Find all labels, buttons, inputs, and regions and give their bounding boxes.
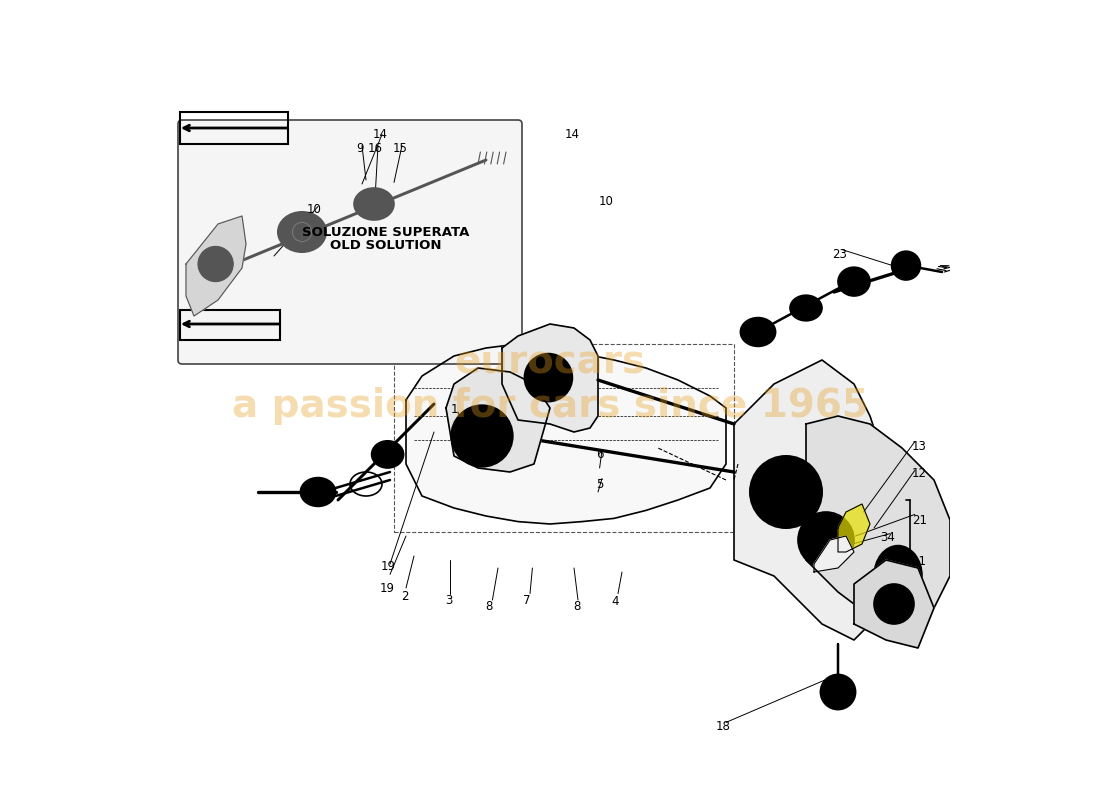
Text: 2: 2 bbox=[400, 590, 408, 602]
FancyBboxPatch shape bbox=[178, 120, 522, 364]
Ellipse shape bbox=[198, 246, 233, 282]
Text: 4: 4 bbox=[612, 595, 619, 608]
Ellipse shape bbox=[790, 295, 822, 321]
Ellipse shape bbox=[452, 406, 513, 466]
Ellipse shape bbox=[468, 422, 496, 450]
Ellipse shape bbox=[740, 318, 776, 346]
Polygon shape bbox=[186, 216, 246, 316]
Text: 6: 6 bbox=[596, 448, 603, 461]
Ellipse shape bbox=[372, 441, 404, 468]
Text: 19: 19 bbox=[381, 560, 396, 573]
Text: SOLUZIONE SUPERATA: SOLUZIONE SUPERATA bbox=[302, 226, 470, 238]
Polygon shape bbox=[502, 324, 598, 432]
Text: 5: 5 bbox=[596, 478, 603, 490]
Text: 16: 16 bbox=[368, 142, 383, 154]
Ellipse shape bbox=[821, 674, 856, 710]
Polygon shape bbox=[854, 560, 934, 648]
Text: eurocars
a passion for cars since 1965: eurocars a passion for cars since 1965 bbox=[232, 343, 868, 425]
Ellipse shape bbox=[310, 484, 326, 500]
Text: 19: 19 bbox=[379, 582, 394, 594]
Ellipse shape bbox=[798, 512, 854, 568]
Polygon shape bbox=[838, 504, 870, 552]
Ellipse shape bbox=[874, 546, 922, 606]
Text: 12: 12 bbox=[912, 467, 927, 480]
Text: 8: 8 bbox=[485, 600, 493, 613]
Text: 14: 14 bbox=[373, 128, 388, 141]
Ellipse shape bbox=[278, 212, 326, 252]
Text: 9: 9 bbox=[356, 142, 363, 154]
Text: 7: 7 bbox=[524, 594, 530, 606]
Ellipse shape bbox=[892, 251, 921, 280]
Text: OLD SOLUTION: OLD SOLUTION bbox=[330, 239, 442, 252]
Text: 34: 34 bbox=[880, 531, 895, 544]
Polygon shape bbox=[814, 536, 854, 572]
Text: 8: 8 bbox=[573, 600, 581, 613]
Text: 18: 18 bbox=[715, 720, 730, 733]
Text: 11: 11 bbox=[912, 555, 927, 568]
Ellipse shape bbox=[750, 456, 822, 528]
Ellipse shape bbox=[300, 478, 336, 506]
Text: 17: 17 bbox=[307, 488, 321, 501]
Text: 15: 15 bbox=[393, 142, 408, 154]
Polygon shape bbox=[806, 416, 950, 624]
Text: 10: 10 bbox=[598, 195, 614, 208]
Text: 14: 14 bbox=[565, 128, 580, 141]
Text: 21: 21 bbox=[912, 514, 927, 526]
Polygon shape bbox=[734, 360, 894, 640]
Text: 1: 1 bbox=[450, 403, 458, 416]
Text: 3: 3 bbox=[444, 594, 452, 606]
Polygon shape bbox=[406, 344, 726, 524]
Ellipse shape bbox=[874, 584, 914, 624]
Text: 23: 23 bbox=[833, 248, 847, 261]
Ellipse shape bbox=[766, 472, 806, 512]
Ellipse shape bbox=[354, 188, 394, 220]
Ellipse shape bbox=[475, 430, 488, 442]
Ellipse shape bbox=[525, 354, 572, 402]
Text: 10: 10 bbox=[307, 203, 321, 216]
Text: 13: 13 bbox=[912, 440, 927, 453]
Polygon shape bbox=[446, 368, 550, 472]
Ellipse shape bbox=[838, 267, 870, 296]
